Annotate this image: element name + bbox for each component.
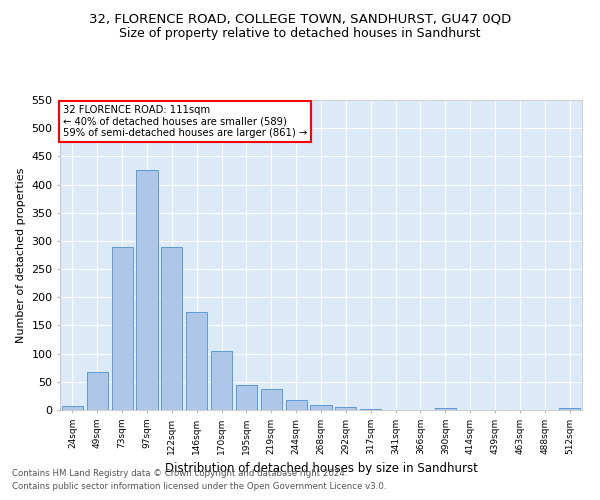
Bar [236, 385, 257, 410]
Bar [186, 312, 207, 410]
Bar [161, 246, 182, 410]
Text: Size of property relative to detached houses in Sandhurst: Size of property relative to detached ho… [119, 28, 481, 40]
Text: 32 FLORENCE ROAD: 111sqm
← 40% of detached houses are smaller (589)
59% of semi-: 32 FLORENCE ROAD: 111sqm ← 40% of detach… [62, 104, 307, 138]
Bar [62, 406, 83, 410]
Bar [310, 405, 332, 410]
Bar [112, 246, 133, 410]
Bar [559, 408, 580, 410]
Bar [211, 351, 232, 410]
Bar [286, 400, 307, 410]
Bar [136, 170, 158, 410]
Bar [435, 408, 456, 410]
Bar [360, 409, 381, 410]
Y-axis label: Number of detached properties: Number of detached properties [16, 168, 26, 342]
Text: Contains public sector information licensed under the Open Government Licence v3: Contains public sector information licen… [12, 482, 386, 491]
X-axis label: Distribution of detached houses by size in Sandhurst: Distribution of detached houses by size … [164, 462, 478, 475]
Bar [335, 407, 356, 410]
Text: 32, FLORENCE ROAD, COLLEGE TOWN, SANDHURST, GU47 0QD: 32, FLORENCE ROAD, COLLEGE TOWN, SANDHUR… [89, 12, 511, 26]
Bar [261, 389, 282, 410]
Bar [87, 372, 108, 410]
Text: Contains HM Land Registry data © Crown copyright and database right 2024.: Contains HM Land Registry data © Crown c… [12, 468, 347, 477]
